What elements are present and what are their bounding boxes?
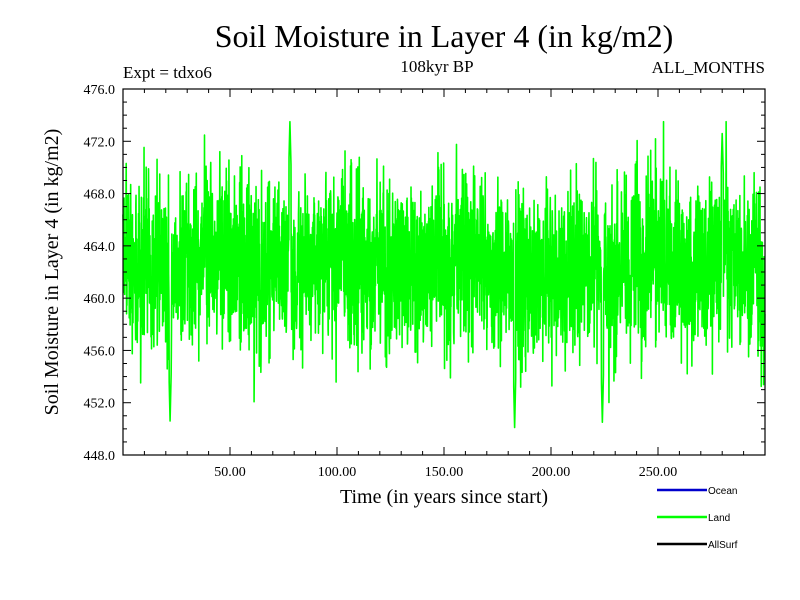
series-line-land xyxy=(122,120,766,429)
x-tick-label: 200.00 xyxy=(532,465,571,480)
y-tick-label: 460.0 xyxy=(84,292,116,307)
y-tick-label: 468.0 xyxy=(84,188,116,203)
period-label: 108kyr BP xyxy=(400,57,473,76)
y-tick-label: 456.0 xyxy=(84,344,116,359)
y-axis-ticks: 448.0 452.0 456.0 460.0 464.0 468.0 472.0 476.0 xyxy=(84,83,765,464)
x-tick-label: 250.00 xyxy=(639,465,678,480)
y-tick-label: 476.0 xyxy=(84,83,116,98)
x-tick-label: 150.00 xyxy=(425,465,464,480)
x-axis-label: Time (in years since start) xyxy=(340,486,548,508)
legend-label-land: Land xyxy=(708,513,730,524)
experiment-label: Expt = tdxo6 xyxy=(123,63,212,82)
x-axis-ticks: 50.00 100.00 150.00 200.00 250.00 xyxy=(143,89,745,480)
plot-area: 50.00 100.00 150.00 200.00 250.00 448.0 452.0… xyxy=(84,83,766,480)
y-tick-label: 472.0 xyxy=(84,135,116,150)
y-tick-label: 452.0 xyxy=(84,397,116,412)
y-tick-label: 448.0 xyxy=(84,449,116,464)
chart-title: Soil Moisture in Layer 4 (in kg/m2) xyxy=(215,18,674,54)
x-tick-label: 100.00 xyxy=(318,465,357,480)
legend-label-allsurf: AllSurf xyxy=(708,540,738,551)
y-axis-label: Soil Moisture in Layer 4 (in kg/m2) xyxy=(41,129,63,416)
series-layer xyxy=(122,120,766,429)
y-tick-label: 464.0 xyxy=(84,240,116,255)
x-tick-label: 50.00 xyxy=(214,465,246,480)
legend-label-ocean: Ocean xyxy=(708,486,737,497)
months-label: ALL_MONTHS xyxy=(652,58,765,77)
legend: Ocean Land AllSurf xyxy=(657,486,738,551)
